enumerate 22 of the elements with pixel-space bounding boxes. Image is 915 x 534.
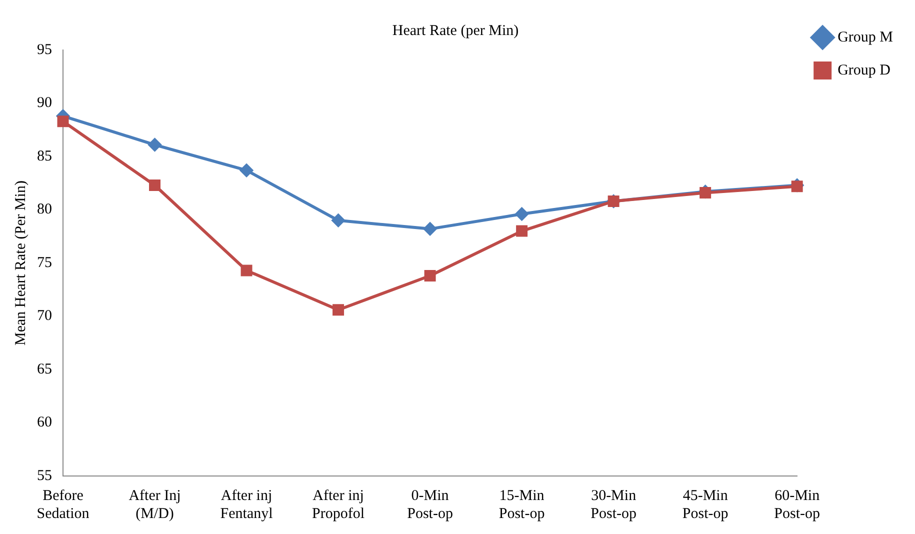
y-tick-label: 60 [37,414,52,431]
chart-title: Heart Rate (per Min) [392,22,519,39]
y-axis-title: Mean Heart Rate (Per Min) [12,180,29,346]
y-tick-label: 85 [37,148,52,164]
x-tick-label: After Inj (M/D) [128,488,181,522]
y-tick-label: 90 [37,95,52,112]
y-tick-label: 70 [37,308,52,324]
x-tick-label: After inj Fentanyl [220,488,273,522]
x-tick-label: Before Sedation [36,488,90,522]
x-tick-label: 30-Min Post-op [590,488,637,522]
x-tick-label: 0-Min Post-op [407,488,453,522]
y-tick-label: 55 [37,468,52,484]
x-tick-label: 45-Min Post-op [682,488,728,522]
y-tick-label: 80 [37,202,52,218]
x-tick-label: 60-Min Post-op [774,488,820,522]
x-tick-label: After inj Propofol [312,488,365,522]
y-tick-label: 65 [37,361,52,378]
x-tick-label: 15-Min Post-op [498,488,545,522]
legend-label: Group D [838,62,891,78]
y-tick-label: 75 [37,254,52,271]
y-tick-label: 95 [37,42,52,58]
legend-label: Group M [838,29,894,46]
